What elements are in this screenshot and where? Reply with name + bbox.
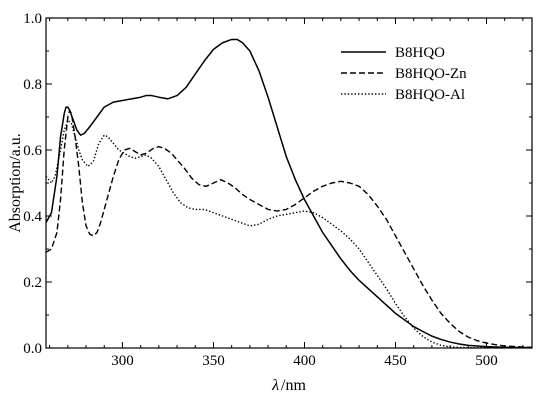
legend-label-2: B8HQO-Zn — [395, 66, 467, 82]
axis-tick-labels: 300 350 400 450 500 0.0 0.2 0.4 0.6 0.8 1.0 — [23, 11, 497, 369]
x-tick-label: 500 — [475, 353, 498, 369]
x-tick-label: 350 — [202, 353, 225, 369]
series-line-3 — [46, 119, 532, 348]
x-axis-slash: / — [281, 377, 286, 394]
x-axis-symbol: λ — [271, 377, 279, 394]
series-line-1 — [46, 38, 532, 348]
y-tick-label: 0.0 — [23, 341, 42, 357]
y-tick-label: 0.8 — [23, 77, 42, 93]
y-tick-label: 0.2 — [23, 275, 42, 291]
x-axis-unit: nm — [285, 377, 306, 394]
x-tick-label: 300 — [111, 353, 134, 369]
axis-ticks — [46, 17, 532, 349]
y-axis-title: Absorption/a.u. — [7, 133, 24, 233]
legend-label-3: B8HQO-Al — [395, 87, 465, 103]
series-lines — [46, 38, 532, 348]
x-tick-label: 400 — [293, 353, 316, 369]
y-tick-label: 0.4 — [23, 209, 42, 225]
series-line-2 — [46, 109, 532, 348]
x-tick-label: 450 — [384, 353, 407, 369]
legend: B8HQO B8HQO-Zn B8HQO-Al — [341, 45, 467, 103]
x-axis-title: λ/nm — [271, 377, 306, 394]
y-tick-label: 1.0 — [23, 11, 42, 27]
legend-label-1: B8HQO — [395, 45, 445, 61]
y-tick-label: 0.6 — [23, 143, 42, 159]
